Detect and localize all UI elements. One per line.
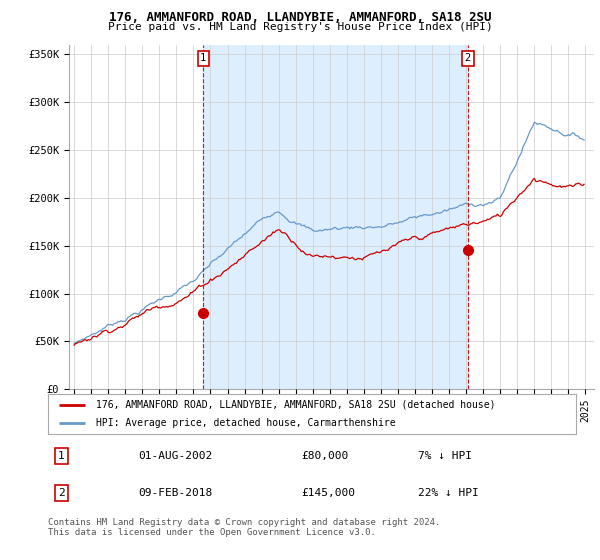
Text: 01-AUG-2002: 01-AUG-2002 [138, 451, 212, 461]
Text: Price paid vs. HM Land Registry's House Price Index (HPI): Price paid vs. HM Land Registry's House … [107, 22, 493, 32]
Text: £80,000: £80,000 [301, 451, 349, 461]
Text: 7% ↓ HPI: 7% ↓ HPI [418, 451, 472, 461]
Text: Contains HM Land Registry data © Crown copyright and database right 2024.
This d: Contains HM Land Registry data © Crown c… [48, 518, 440, 538]
Text: 2: 2 [58, 488, 65, 498]
Text: £145,000: £145,000 [301, 488, 355, 498]
Text: 176, AMMANFORD ROAD, LLANDYBIE, AMMANFORD, SA18 2SU: 176, AMMANFORD ROAD, LLANDYBIE, AMMANFOR… [109, 11, 491, 24]
Text: 22% ↓ HPI: 22% ↓ HPI [418, 488, 478, 498]
Text: HPI: Average price, detached house, Carmarthenshire: HPI: Average price, detached house, Carm… [95, 418, 395, 428]
Bar [203, 45, 468, 389]
Text: 1: 1 [58, 451, 65, 461]
Text: 2: 2 [465, 53, 471, 63]
Text: 1: 1 [200, 53, 206, 63]
Text: 176, AMMANFORD ROAD, LLANDYBIE, AMMANFORD, SA18 2SU (detached house): 176, AMMANFORD ROAD, LLANDYBIE, AMMANFOR… [95, 400, 495, 409]
Text: 09-FEB-2018: 09-FEB-2018 [138, 488, 212, 498]
